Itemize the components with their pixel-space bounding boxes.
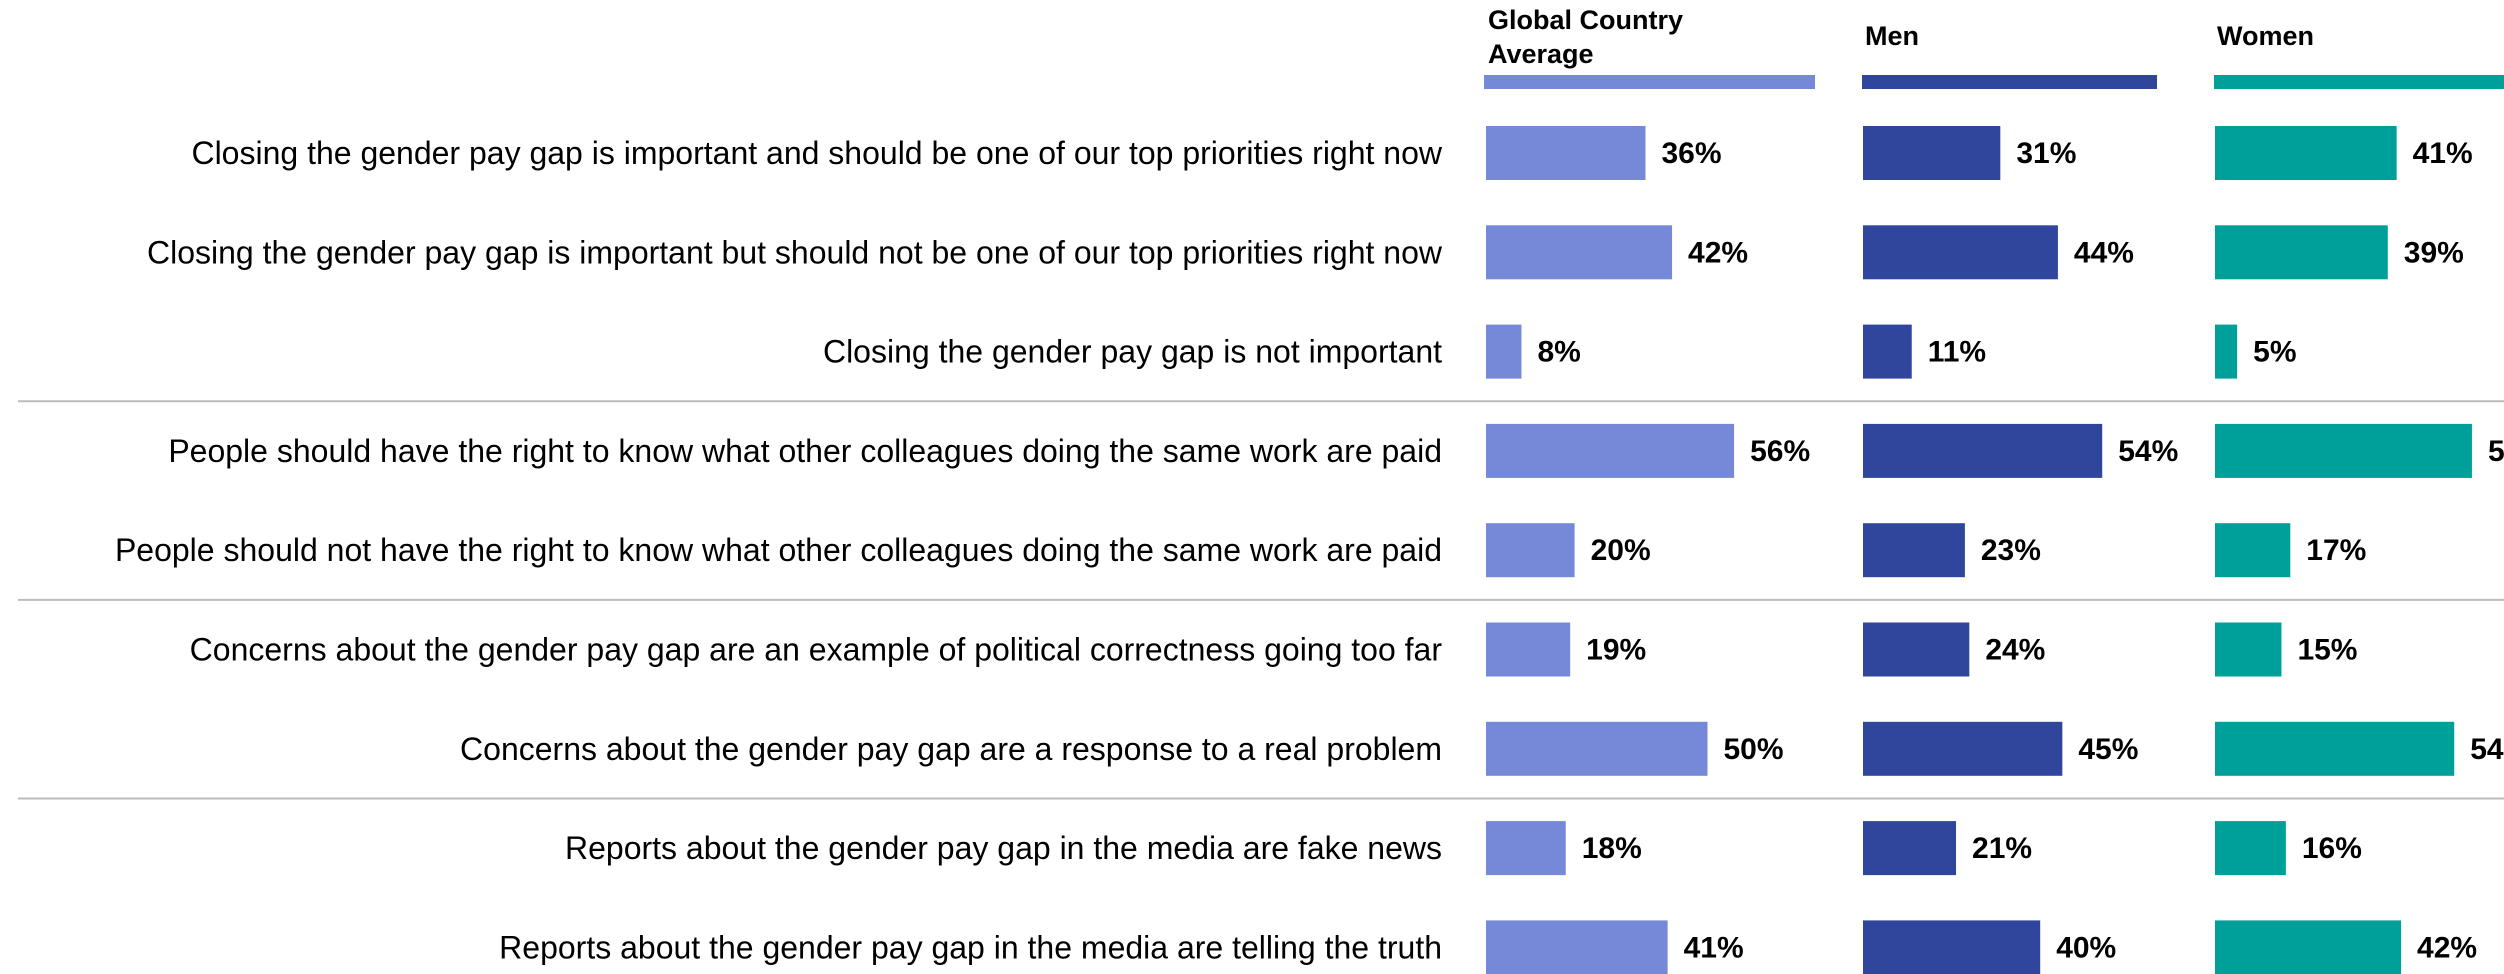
- value-label: 23%: [1981, 534, 2041, 567]
- bar-women: [2215, 821, 2286, 876]
- statement-label: Closing the gender pay gap is important …: [191, 135, 1442, 171]
- bar-global-country-average: [1486, 622, 1571, 677]
- series-header-bar-women: [2214, 75, 2504, 89]
- bar-women: [2215, 423, 2472, 478]
- series-header-bar-global-country-average: [1484, 75, 1815, 89]
- value-label: 17%: [2306, 534, 2366, 567]
- bar-men: [1863, 523, 1965, 578]
- value-label: 42%: [1688, 236, 1748, 269]
- bar-men: [1863, 721, 2063, 776]
- value-label: 39%: [2404, 236, 2464, 269]
- value-label: 54%: [2118, 435, 2178, 468]
- series-header-bar-men: [1862, 75, 2157, 89]
- value-label: 41%: [2413, 137, 2473, 170]
- value-label: 58%: [2488, 435, 2504, 468]
- value-label: 11%: [1928, 336, 1986, 369]
- bar-men: [1863, 821, 1957, 876]
- value-label: 42%: [2417, 931, 2477, 964]
- value-label: 16%: [2302, 832, 2362, 865]
- value-label: 24%: [1985, 634, 2045, 667]
- bar-men: [1863, 324, 1912, 379]
- value-label: 21%: [1972, 832, 2032, 865]
- bar-women: [2215, 622, 2282, 677]
- value-label: 40%: [2056, 931, 2116, 964]
- bar-global-country-average: [1486, 821, 1566, 876]
- bar-women: [2215, 225, 2388, 280]
- bar-men: [1863, 920, 2041, 974]
- bar-men: [1863, 622, 1970, 677]
- statement-label: Reports about the gender pay gap in the …: [499, 929, 1442, 965]
- value-label: 36%: [1661, 137, 1721, 170]
- series-header-global-country-average: Global Country Average: [1488, 5, 1683, 69]
- value-label: 44%: [2074, 236, 2134, 269]
- bar-global-country-average: [1486, 523, 1575, 578]
- series-header-men: Men: [1865, 21, 1919, 51]
- bar-global-country-average: [1486, 225, 1673, 280]
- bar-men: [1863, 423, 2103, 478]
- bar-global-country-average: [1486, 721, 1708, 776]
- bar-men: [1863, 225, 2058, 280]
- value-label: 56%: [1750, 435, 1810, 468]
- value-label: 54%: [2470, 733, 2504, 766]
- bar-women: [2215, 721, 2455, 776]
- series-header-women: Women: [2217, 21, 2314, 51]
- bar-global-country-average: [1486, 423, 1735, 478]
- group-separators: [18, 400, 2504, 800]
- bar-global-country-average: [1486, 126, 1646, 180]
- value-label: 20%: [1591, 534, 1651, 567]
- value-label: 15%: [2297, 634, 2357, 667]
- bar-women: [2215, 920, 2402, 974]
- rows: Closing the gender pay gap is important …: [115, 126, 2504, 974]
- value-label: 31%: [2016, 137, 2076, 170]
- statement-label: Closing the gender pay gap is not import…: [823, 334, 1442, 370]
- statement-label: Reports about the gender pay gap in the …: [565, 830, 1442, 866]
- bar-women: [2215, 324, 2238, 379]
- value-label: 19%: [1586, 634, 1646, 667]
- statement-label: Concerns about the gender pay gap are an…: [190, 632, 1443, 668]
- value-label: 45%: [2078, 733, 2138, 766]
- value-label: 41%: [1684, 931, 1744, 964]
- statement-label: People should have the right to know wha…: [168, 433, 1442, 469]
- statement-label: People should not have the right to know…: [115, 532, 1442, 568]
- bar-men: [1863, 126, 2001, 180]
- value-label: 18%: [1582, 832, 1642, 865]
- value-label: 50%: [1724, 733, 1784, 766]
- series-headers: Global Country Average Men Women: [1484, 5, 2504, 89]
- bar-women: [2215, 523, 2291, 578]
- statement-label: Concerns about the gender pay gap are a …: [460, 731, 1442, 767]
- bar-global-country-average: [1486, 324, 1522, 379]
- value-label: 5%: [2253, 336, 2296, 369]
- value-label: 8%: [1537, 336, 1580, 369]
- statement-label: Closing the gender pay gap is important …: [147, 234, 1443, 270]
- bar-women: [2215, 126, 2397, 180]
- bar-global-country-average: [1486, 920, 1668, 974]
